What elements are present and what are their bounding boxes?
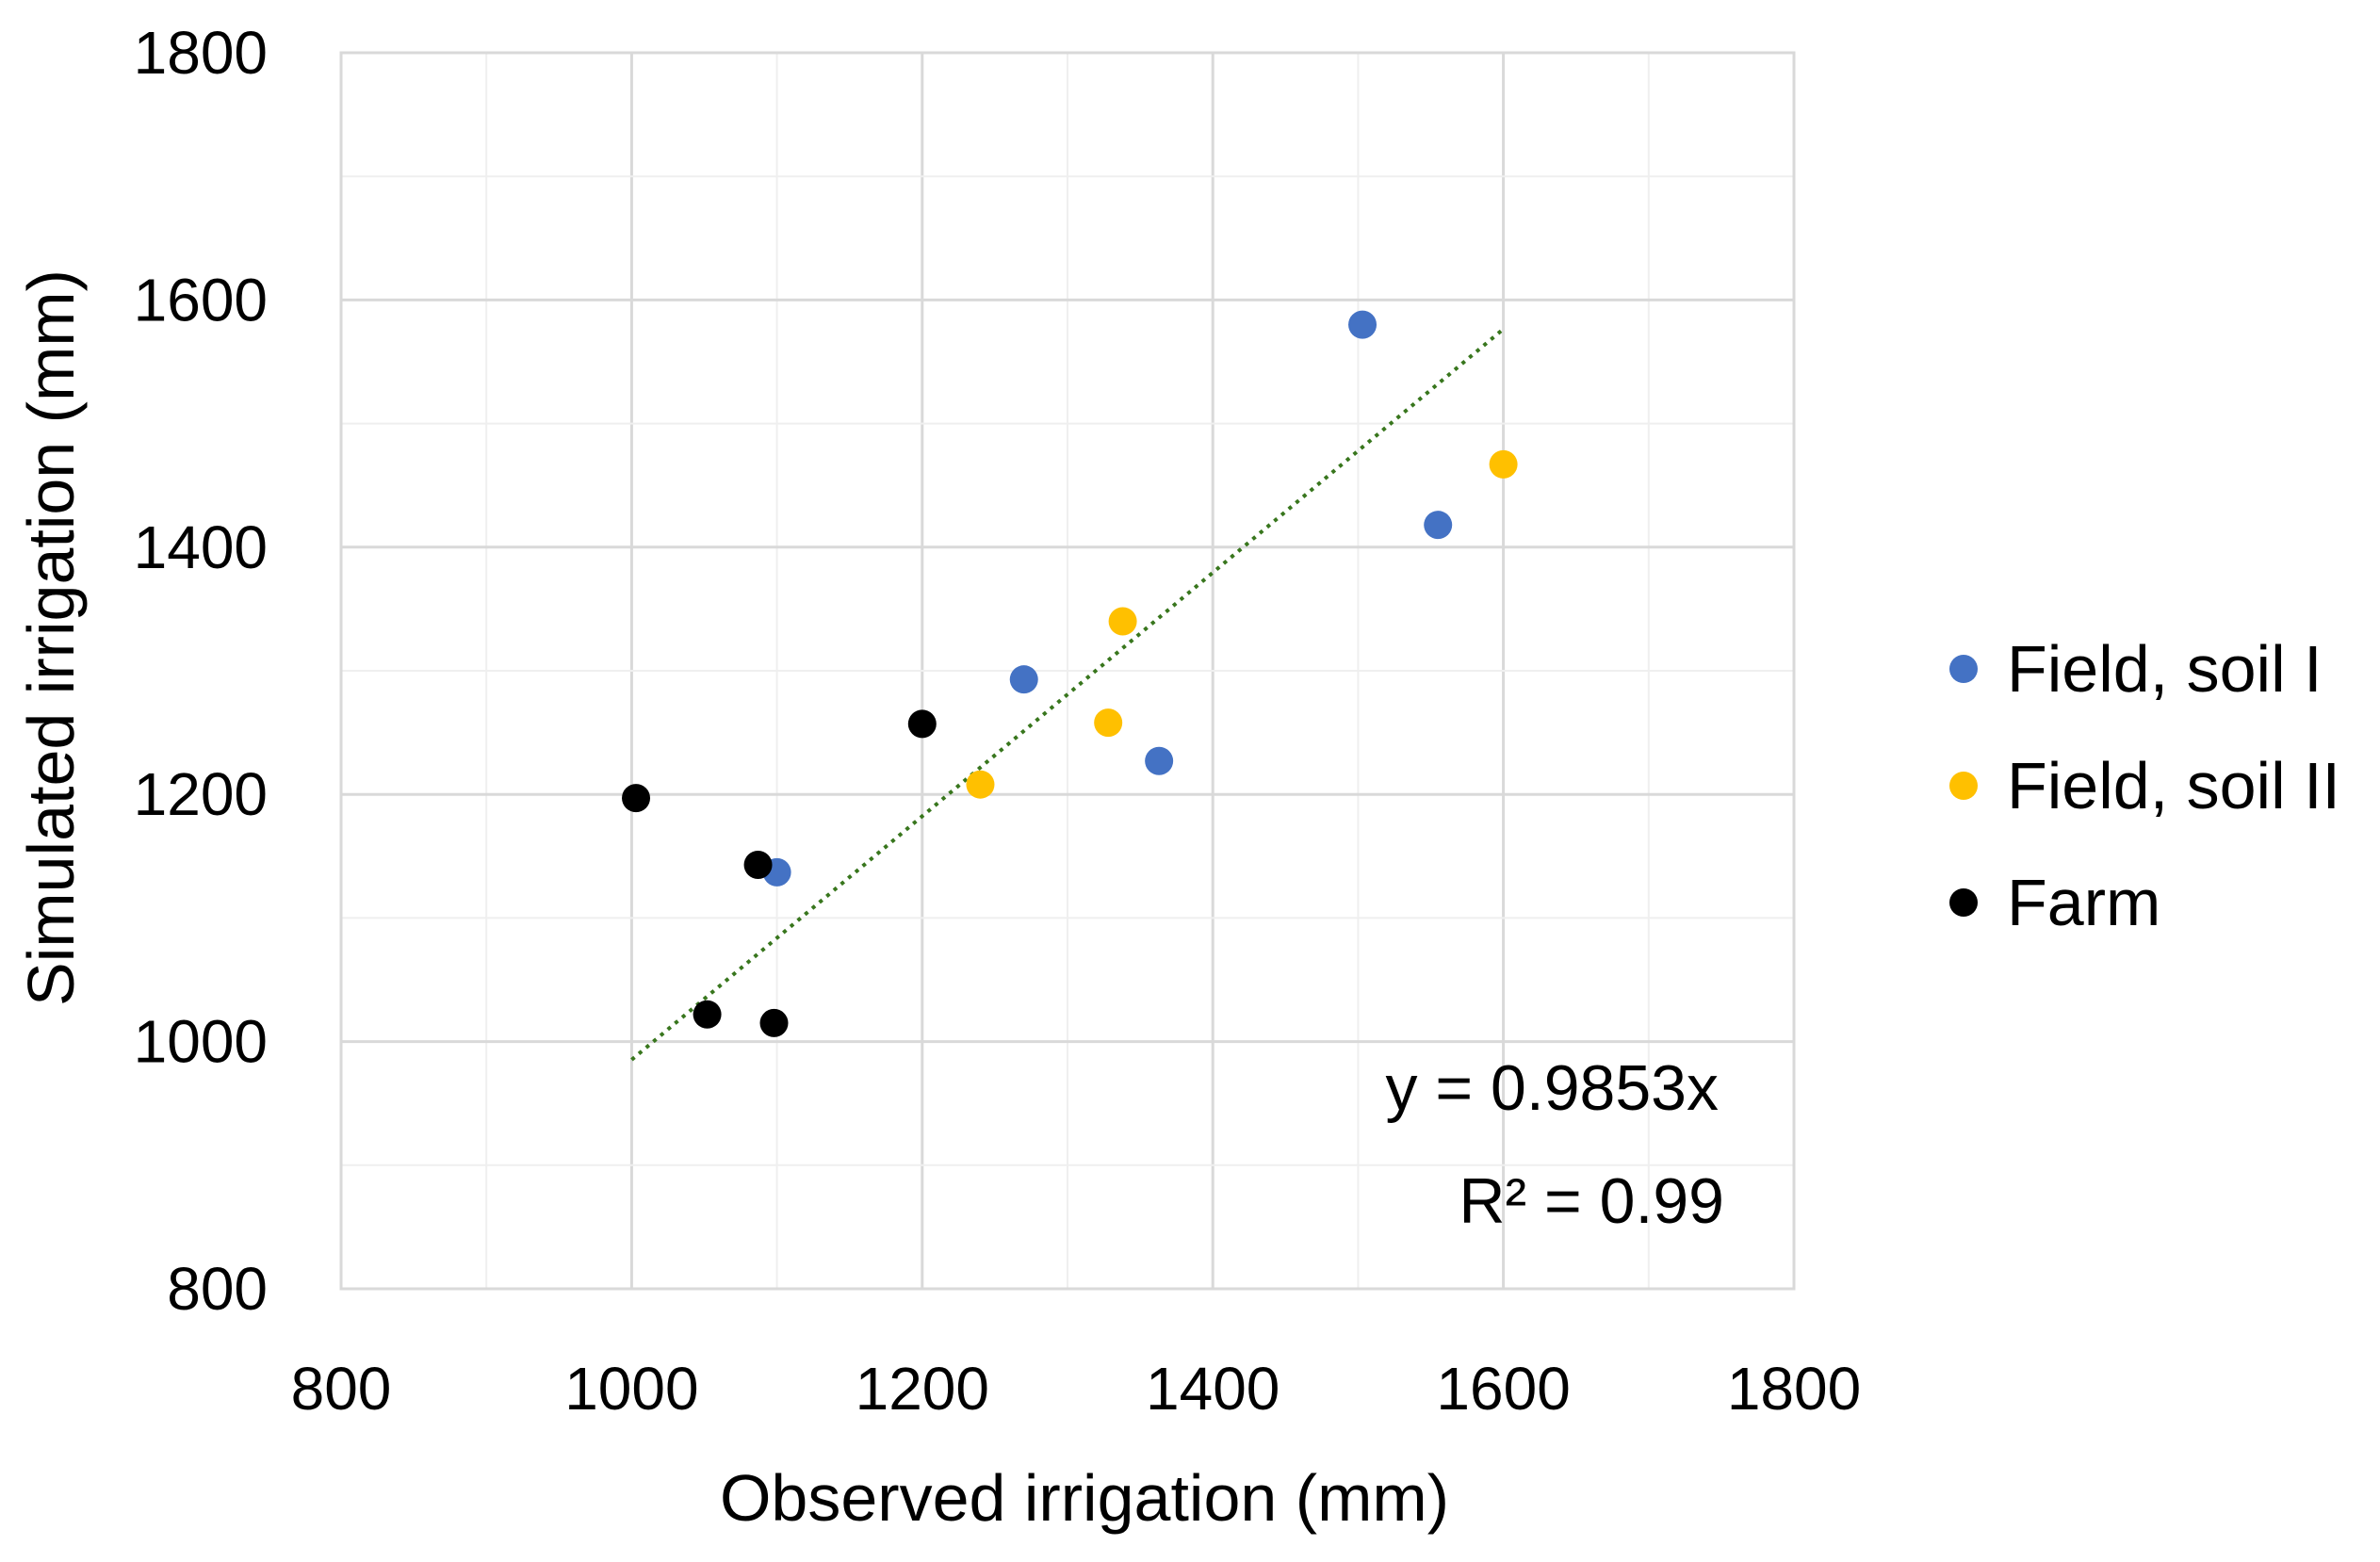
legend-marker xyxy=(1949,655,1978,683)
data-point-series-1 xyxy=(1348,310,1377,339)
legend-label: Farm xyxy=(2007,866,2160,939)
x-tick-label: 1000 xyxy=(564,1355,698,1423)
y-tick-label: 1400 xyxy=(134,513,268,581)
y-tick-label: 1200 xyxy=(134,760,268,828)
data-point-series-1 xyxy=(1009,665,1038,694)
x-axis-title: Observed irrigation (mm) xyxy=(720,1461,1449,1535)
y-tick-label: 1000 xyxy=(134,1008,268,1076)
grid xyxy=(341,53,1794,1289)
data-point-series-3 xyxy=(759,1008,789,1037)
y-tick-label: 1600 xyxy=(134,266,268,334)
data-point-series-2 xyxy=(1489,449,1518,479)
data-point-series-1 xyxy=(1424,511,1453,540)
legend-label: Field, soil II xyxy=(2007,749,2340,822)
data-point-series-1 xyxy=(1145,746,1174,775)
data-point-series-3 xyxy=(693,1000,722,1029)
x-tick-label: 1400 xyxy=(1146,1355,1280,1423)
legend-label: Field, soil I xyxy=(2007,632,2323,706)
data-point-series-3 xyxy=(743,850,773,879)
x-tick-label: 1200 xyxy=(856,1355,989,1423)
legend: Field, soil I Field, soil II Farm xyxy=(1949,632,2340,939)
legend-marker xyxy=(1949,888,1978,917)
plot-area-border xyxy=(339,51,1796,1291)
y-axis-title: Simulated irrigation (mm) xyxy=(14,269,88,1006)
trendline-r-squared: R² = 0.99 xyxy=(1459,1165,1724,1237)
y-tick-label: 1800 xyxy=(134,19,268,87)
x-tick-label: 1800 xyxy=(1727,1355,1861,1423)
data-point-series-2 xyxy=(966,770,995,799)
tick-labels: 800 1000 1200 1400 1600 1800 800 1000 1200 1400 16… xyxy=(134,19,1862,1423)
data-point-series-3 xyxy=(907,709,937,739)
trendline-equation: y = 0.9853x xyxy=(1386,1052,1719,1124)
data-point-series-2 xyxy=(1094,708,1123,738)
data-point-series-2 xyxy=(1108,607,1137,636)
y-tick-label: 800 xyxy=(167,1255,268,1323)
data-points xyxy=(622,310,1518,1037)
legend-marker xyxy=(1949,772,1978,800)
x-tick-label: 800 xyxy=(291,1355,392,1423)
trendline xyxy=(630,327,1505,1062)
data-point-series-3 xyxy=(622,784,651,813)
x-tick-label: 1600 xyxy=(1436,1355,1570,1423)
